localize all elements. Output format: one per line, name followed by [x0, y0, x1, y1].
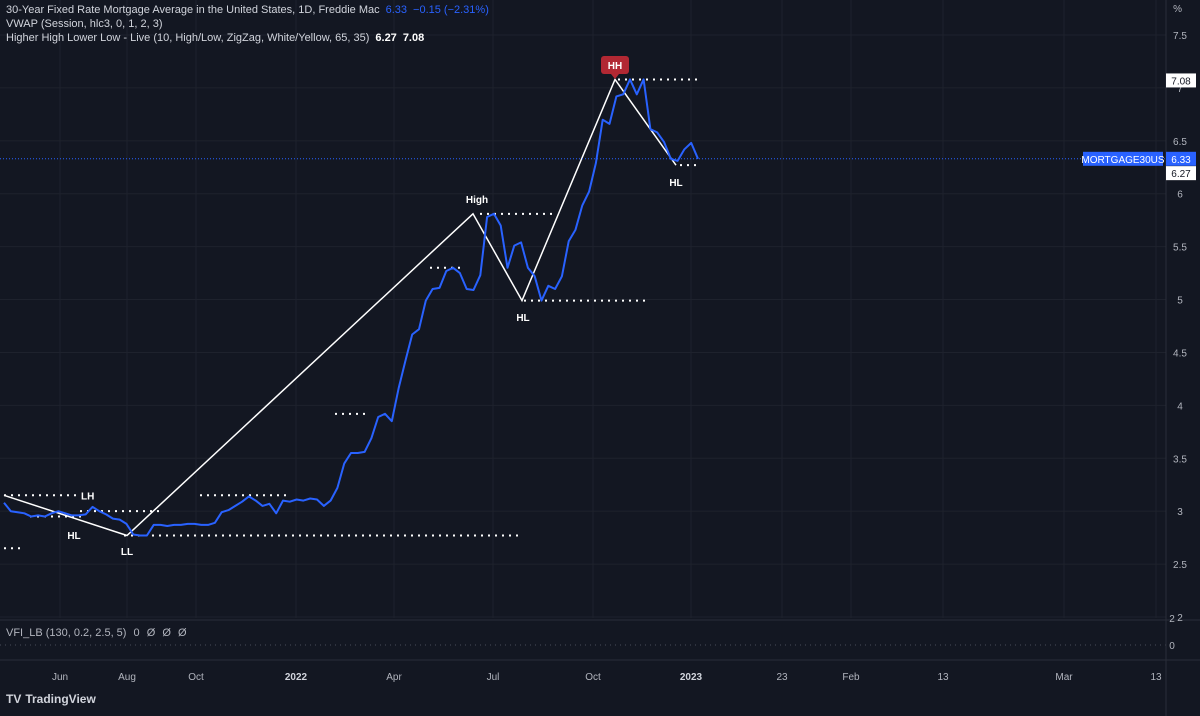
series-line [3, 78, 699, 537]
zigzag-layer [3, 77, 677, 537]
time-axis[interactable]: Jun Aug Oct 2022 Apr Jul Oct 2023 23 Feb 13 Mar 13 [52, 672, 1162, 683]
series-layer [0, 78, 1166, 537]
vfi-value: 0 [133, 627, 140, 639]
last-price-tag [1166, 151, 1196, 166]
vfi-title: VFI_LB (130, 0.2, 2.5, 5) [6, 627, 127, 639]
level-lines [4, 78, 700, 550]
swing-label: HL [516, 313, 529, 324]
vwap-legend[interactable]: VWAP (Session, hlc3, 0, 1, 2, 3) [6, 17, 163, 31]
swing-label: LH [81, 491, 94, 502]
vfi-two-label: 2 [1169, 614, 1175, 625]
series-change: −0.15 (−2.31%) [413, 4, 489, 16]
hh-badge [601, 56, 629, 74]
vfi-value: Ø [146, 627, 156, 639]
x-tick-label: Jun [52, 672, 68, 683]
swing-label: HL [669, 178, 682, 189]
y-tick-label: 4 [1177, 401, 1183, 412]
price-tags: MORTGAGE30US 6.33 7.08 6.27 [1081, 73, 1196, 181]
hhll-legend[interactable]: Higher High Lower Low - Live (10, High/L… [6, 31, 424, 45]
brand-name: TradingView [25, 692, 96, 706]
x-tick-label: 13 [937, 672, 949, 683]
x-tick-label: 2022 [285, 672, 308, 683]
y-tick-label: 7 [1177, 84, 1183, 95]
vwap-title: VWAP (Session, hlc3, 0, 1, 2, 3) [6, 18, 163, 30]
symbol-tag [1083, 151, 1163, 166]
x-tick-label: Aug [118, 672, 136, 683]
swing-label: HL [67, 531, 80, 542]
hl-level-tag-text: 6.27 [1171, 169, 1191, 180]
last-price-tag-text: 6.33 [1171, 155, 1191, 166]
x-tick-label: 13 [1150, 672, 1162, 683]
vfi-legend[interactable]: VFI_LB (130, 0.2, 2.5, 5) 0 Ø Ø Ø [6, 627, 187, 639]
x-tick-label: 23 [776, 672, 788, 683]
y-tick-label: 5 [1177, 296, 1183, 307]
hhll-value-1: 6.27 [375, 32, 397, 44]
vfi-value: Ø [162, 627, 171, 639]
swing-label: High [466, 195, 488, 206]
x-tick-label: Apr [386, 672, 402, 683]
hl-level-tag [1166, 166, 1196, 181]
x-tick-label: 2023 [680, 672, 703, 683]
x-tick-label: Jul [487, 672, 500, 683]
y-tick-label: 7.5 [1173, 31, 1187, 42]
hhll-value-2: 7.08 [402, 32, 425, 44]
vfi-value: Ø [177, 627, 187, 639]
hh-level-tag [1166, 73, 1196, 88]
y-tick-label: 4.5 [1173, 348, 1187, 359]
y-tick-label: 2.5 [1173, 560, 1187, 571]
percent-unit-label: % [1173, 4, 1182, 15]
y-tick-label: 3 [1177, 507, 1183, 518]
swing-label: LL [121, 547, 133, 558]
series-value: 6.33 [385, 4, 408, 16]
y-tick-label: 3.5 [1173, 454, 1187, 465]
x-tick-label: Feb [842, 672, 860, 683]
y-tick-label: 2 [1177, 613, 1183, 624]
swing-labels: LH HL LL High HL HH HL [67, 56, 683, 558]
vfi-zero-label: 0 [1169, 641, 1175, 652]
hh-badge-pointer [611, 74, 619, 79]
main-series-legend[interactable]: 30-Year Fixed Rate Mortgage Average in t… [6, 3, 489, 17]
y-tick-label: 5.5 [1173, 243, 1187, 254]
symbol-tag-text: MORTGAGE30US [1081, 155, 1164, 166]
y-tick-label: 6.5 [1173, 137, 1187, 148]
zigzag-line [3, 77, 677, 537]
x-tick-label: Mar [1055, 672, 1073, 683]
x-tick-label: Oct [585, 672, 601, 683]
tradingview-brand[interactable]: TV TradingView [6, 692, 96, 706]
tradingview-logo: TV [6, 692, 22, 706]
y-tick-label: 6 [1177, 190, 1183, 201]
series-title: 30-Year Fixed Rate Mortgage Average in t… [6, 4, 380, 16]
swing-label: HH [608, 61, 622, 72]
price-axis[interactable]: 2 2.5 3 3.5 4 4.5 5 5.5 6 6.5 7 7.5 0 2 [1169, 31, 1187, 652]
hhll-title: Higher High Lower Low - Live (10, High/L… [6, 32, 370, 44]
hh-level-tag-text: 7.08 [1171, 76, 1191, 87]
x-tick-label: Oct [188, 672, 204, 683]
